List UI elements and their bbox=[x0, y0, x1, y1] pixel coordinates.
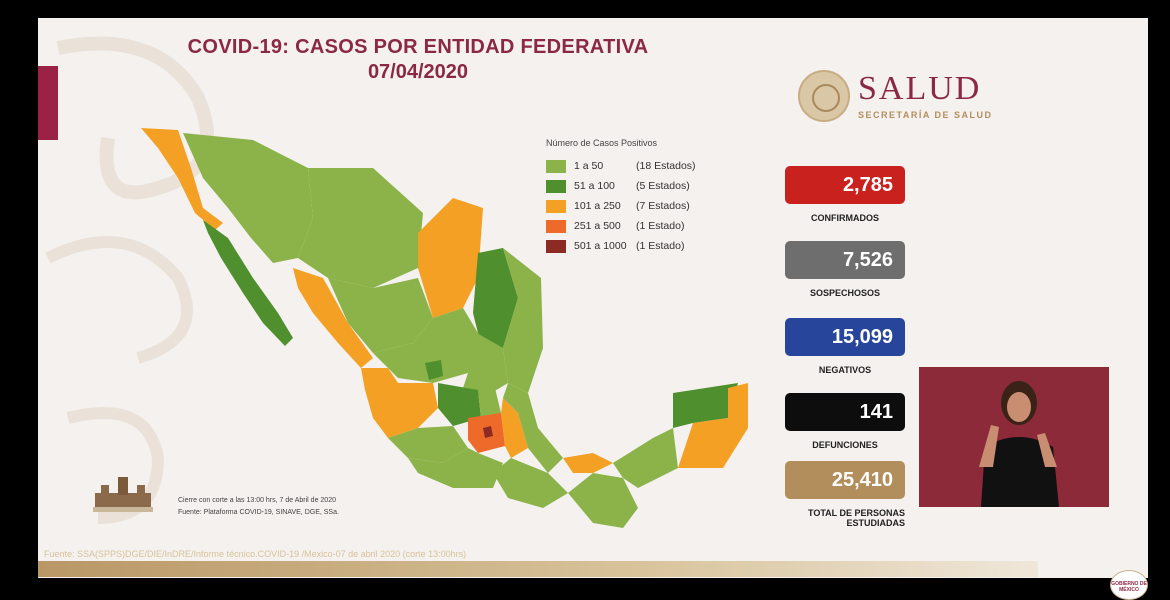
map-legend: Número de Casos Positivos 1 a 50 (18 Est… bbox=[546, 138, 716, 256]
government-building-icon bbox=[93, 477, 153, 512]
legend-count: (1 Estado) bbox=[636, 240, 685, 252]
stat-total: 25,410 TOTAL DE PERSONAS ESTUDIADAS bbox=[785, 461, 905, 528]
state-oaxaca bbox=[493, 458, 568, 508]
state-coahuila bbox=[418, 198, 483, 318]
source-note: Fuente: Plataforma COVID-19, SINAVE, DGE… bbox=[178, 509, 339, 516]
national-seal-icon bbox=[798, 70, 850, 122]
state-zacatecas bbox=[373, 308, 478, 383]
state-puebla bbox=[501, 398, 528, 458]
stat-defunciones: 141 DEFUNCIONES bbox=[785, 393, 905, 450]
cutoff-note: Cierre con corte a las 13:00 hrs, 7 de A… bbox=[178, 497, 336, 504]
stat-label: SOSPECHOSOS bbox=[809, 288, 881, 298]
legend-item: 501 a 1000 (1 Estado) bbox=[546, 236, 716, 256]
legend-item: 51 a 100 (5 Estados) bbox=[546, 176, 716, 196]
stat-label: CONFIRMADOS bbox=[811, 213, 879, 223]
legend-item: 1 a 50 (18 Estados) bbox=[546, 156, 716, 176]
state-tamaulipas bbox=[503, 248, 543, 393]
legend-range: 251 a 500 bbox=[574, 220, 621, 232]
legend-item: 101 a 250 (7 Estados) bbox=[546, 196, 716, 216]
interpreter-figure-icon bbox=[919, 367, 1109, 507]
state-jalisco bbox=[365, 383, 438, 438]
footer-stripe bbox=[38, 561, 1038, 577]
title-date: 07/04/2020 bbox=[367, 61, 469, 83]
state-sinaloa bbox=[293, 268, 373, 368]
state-durango bbox=[328, 278, 433, 353]
legend-swatch bbox=[546, 179, 566, 193]
stat-value-box: 15,099 bbox=[785, 318, 905, 356]
mexico-map bbox=[141, 128, 748, 528]
state-guanajuato bbox=[438, 383, 481, 426]
state-tabasco bbox=[563, 453, 613, 473]
salud-logo: SALUD SECRETARÍA DE SALUD bbox=[798, 70, 1008, 126]
legend-count: (7 Estados) bbox=[636, 200, 690, 212]
footer-source: Fuente: SSA(SPPS)DGE/DIE/InDRE/Informe t… bbox=[44, 549, 467, 559]
stat-value-box: 141 bbox=[785, 393, 905, 431]
stat-label: DEFUNCIONES bbox=[812, 440, 878, 450]
legend-swatch bbox=[546, 159, 566, 173]
legend-swatch bbox=[546, 219, 566, 233]
legend-range: 1 a 50 bbox=[574, 160, 604, 172]
legend-title: Número de Casos Positivos bbox=[546, 138, 658, 148]
state-yucatan bbox=[673, 383, 738, 428]
sign-language-interpreter-video bbox=[919, 367, 1109, 507]
stat-negativos: 15,099 NEGATIVOS bbox=[785, 318, 905, 375]
legend-count: (1 Estado) bbox=[636, 220, 685, 232]
stat-value-box: 25,410 bbox=[785, 461, 905, 499]
legend-swatch bbox=[546, 239, 566, 253]
stat-confirmados: 2,785 CONFIRMADOS bbox=[785, 166, 905, 223]
logo-subtitle: SECRETARÍA DE SALUD bbox=[858, 110, 993, 120]
legend-count: (5 Estados) bbox=[636, 180, 690, 192]
legend-range: 101 a 250 bbox=[574, 200, 621, 212]
state-quintana-roo bbox=[678, 383, 748, 468]
stat-value-box: 7,526 bbox=[785, 241, 905, 279]
state-aguascalientes bbox=[425, 360, 443, 380]
title-line-1: COVID-19: CASOS POR ENTIDAD FEDERATIVA bbox=[187, 36, 649, 58]
state-veracruz bbox=[503, 383, 563, 473]
legend-range: 501 a 1000 bbox=[574, 240, 627, 252]
state-baja-california bbox=[141, 128, 223, 230]
state-nuevo-leon bbox=[473, 248, 518, 353]
state-sonora bbox=[183, 133, 313, 263]
state-michoacan bbox=[388, 426, 468, 463]
state-campeche bbox=[613, 428, 678, 488]
presentation-slide: COVID-19: CASOS POR ENTIDAD FEDERATIVA 0… bbox=[38, 18, 1148, 578]
state-baja-california-sur bbox=[203, 220, 293, 346]
state-guerrero bbox=[408, 448, 503, 488]
state-san-luis-potosi bbox=[463, 328, 508, 398]
map-notes: Cierre con corte a las 13:00 hrs, 7 de A… bbox=[178, 495, 339, 519]
gobierno-mexico-logo: GOBIERNO DE MÉXICO bbox=[1110, 570, 1148, 600]
legend-swatch bbox=[546, 199, 566, 213]
stat-value-box: 2,785 bbox=[785, 166, 905, 204]
state-cdmx bbox=[483, 426, 493, 438]
logo-name: SALUD bbox=[858, 70, 982, 107]
state-chiapas bbox=[568, 473, 638, 528]
stat-label: TOTAL DE PERSONAS ESTUDIADAS bbox=[807, 508, 905, 528]
slide-title: COVID-19: CASOS POR ENTIDAD FEDERATIVA 0… bbox=[118, 36, 718, 84]
accent-bar bbox=[38, 66, 58, 140]
stat-sospechosos: 7,526 SOSPECHOSOS bbox=[785, 241, 905, 298]
state-chihuahua bbox=[298, 168, 423, 288]
legend-item: 251 a 500 (1 Estado) bbox=[546, 216, 716, 236]
legend-count: (18 Estados) bbox=[636, 160, 696, 172]
state-queretaro bbox=[478, 388, 501, 420]
legend-range: 51 a 100 bbox=[574, 180, 615, 192]
stat-label: NEGATIVOS bbox=[818, 365, 872, 375]
